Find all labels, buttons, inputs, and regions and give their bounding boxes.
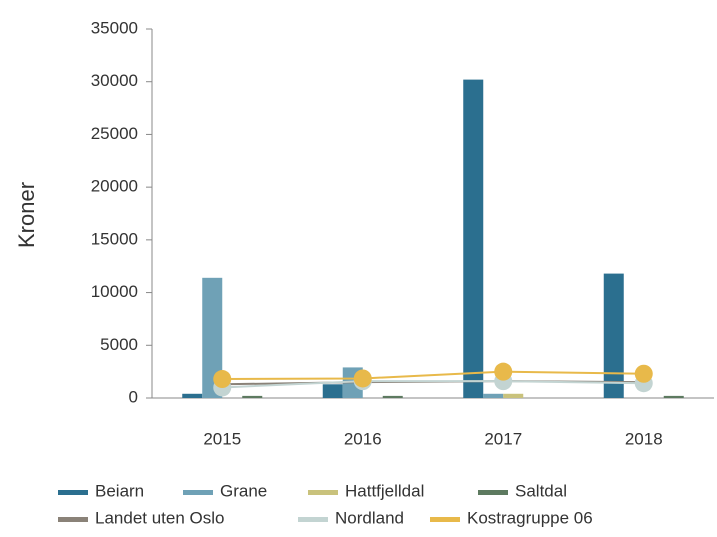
y-tick-label: 10000 xyxy=(91,282,138,301)
legend-label: Saltdal xyxy=(515,481,567,500)
marker xyxy=(353,369,372,388)
bar xyxy=(463,79,484,398)
legend-swatch xyxy=(308,490,338,495)
legend-label: Kostragruppe 06 xyxy=(467,508,593,527)
marker xyxy=(213,370,232,389)
legend-swatch xyxy=(478,490,508,495)
bar xyxy=(603,273,624,398)
y-tick-label: 5000 xyxy=(100,335,138,354)
marker xyxy=(634,364,653,383)
bar xyxy=(503,393,524,398)
line xyxy=(222,370,644,381)
x-tick-label: 2016 xyxy=(344,429,382,448)
legend-swatch xyxy=(430,517,460,522)
bar xyxy=(242,395,263,398)
bar xyxy=(322,384,343,398)
bar xyxy=(663,395,684,398)
y-tick-label: 25000 xyxy=(91,124,138,143)
legend-label: Grane xyxy=(220,481,267,500)
y-axis-label: Kroner xyxy=(14,182,39,248)
legend-label: Beiarn xyxy=(95,481,144,500)
marker xyxy=(494,362,513,381)
legend-label: Hattfjelldal xyxy=(345,481,424,500)
y-tick-label: 15000 xyxy=(91,229,138,248)
x-tick-label: 2015 xyxy=(203,429,241,448)
y-tick-label: 0 xyxy=(129,387,138,406)
bar xyxy=(382,395,403,398)
bar xyxy=(483,393,504,398)
bar xyxy=(182,393,203,398)
y-tick-label: 20000 xyxy=(91,177,138,196)
legend-label: Nordland xyxy=(335,508,404,527)
legend-swatch xyxy=(58,490,88,495)
x-tick-label: 2017 xyxy=(484,429,522,448)
x-tick-label: 2018 xyxy=(625,429,663,448)
y-tick-label: 35000 xyxy=(91,18,138,37)
legend-swatch xyxy=(58,517,88,522)
legend-swatch xyxy=(183,490,213,495)
legend-swatch xyxy=(298,517,328,522)
bar xyxy=(202,277,223,398)
y-tick-label: 30000 xyxy=(91,71,138,90)
line xyxy=(222,380,644,389)
legend-label: Landet uten Oslo xyxy=(95,508,224,527)
